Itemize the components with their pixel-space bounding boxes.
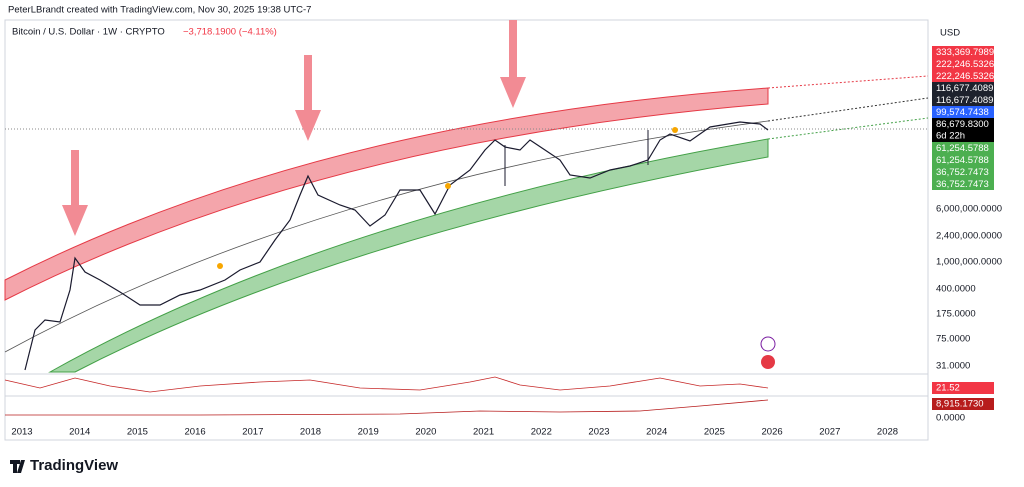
time-axis: 2013 2014 2015 2016 2017 2018 2019 2020 2021 2022… [11, 427, 898, 438]
price-label-bg [932, 58, 994, 70]
year-label: 2024 [646, 427, 667, 438]
year-label: 2015 [127, 427, 148, 438]
price-label: 116,677.4089 [936, 83, 993, 94]
price-label-bg [932, 82, 994, 94]
symbol-legend: Bitcoin / U.S. Dollar · 1W · CRYPTO [12, 27, 165, 38]
year-label: 2027 [819, 427, 840, 438]
mid-line [4, 120, 769, 353]
year-label: 2028 [877, 427, 898, 438]
price-label: 333,369.7989 [936, 47, 994, 58]
price-series [24, 121, 769, 371]
indicator-label-bg [932, 398, 994, 410]
price-label: 222,246.5326 [936, 71, 994, 82]
price-label-bg [932, 178, 994, 190]
indicator-line [4, 376, 769, 393]
indicator-label: 21.52 [936, 383, 960, 394]
price-label: 99,574.7438 [936, 107, 989, 118]
price-tick: 31.0000 [936, 361, 970, 372]
price-label-bg [932, 142, 994, 154]
price-label: 36,752.7473 [936, 179, 989, 190]
year-label: 2013 [11, 427, 32, 438]
price-label: 61,254.5788 [936, 143, 989, 154]
price-tick: 2,400,000.0000 [936, 231, 1002, 242]
year-label: 2021 [473, 427, 494, 438]
year-label: 2023 [588, 427, 609, 438]
price-label: 116,677.4089 [936, 95, 993, 106]
price-label-bg [932, 118, 994, 142]
year-label: 2016 [185, 427, 206, 438]
change-legend: −3,718.1900 (−4.11%) [183, 27, 277, 38]
year-label: 2025 [704, 427, 725, 438]
brand: TradingView [30, 457, 118, 474]
year-label: 2018 [300, 427, 321, 438]
price-label: 36,752.7473 [936, 167, 989, 178]
lower-band [48, 138, 769, 373]
indicator-line [5, 399, 769, 416]
arrow [62, 150, 88, 236]
price-label-bg [932, 106, 994, 118]
indicator-label: 0.0000 [936, 413, 965, 424]
mid-projection [767, 97, 929, 122]
halving-marker [672, 127, 678, 133]
price-tick: 6,000,000.0000 [936, 204, 1002, 215]
upper-projection [767, 75, 929, 89]
price-label: 222,246.5326 [936, 59, 994, 70]
year-label: 2026 [762, 427, 783, 438]
year-label: 2014 [69, 427, 90, 438]
halving-marker [217, 263, 223, 269]
icon [761, 355, 775, 369]
logo [10, 460, 25, 473]
price-tick: 175.0000 [936, 309, 976, 320]
upper-band [4, 87, 769, 301]
attribution: PeterLBrandt created with TradingView.co… [8, 5, 311, 16]
price-label: 86,679.8300 [936, 119, 989, 130]
price-label-bg [932, 154, 994, 166]
price-label-bg [932, 166, 994, 178]
price-tick: 400.0000 [936, 284, 976, 295]
indicator-label: 8,915.1730 [936, 399, 984, 410]
countdown: 6d 22h [936, 131, 965, 142]
currency: USD [940, 28, 960, 39]
arrow [500, 20, 526, 108]
year-label: 2019 [358, 427, 379, 438]
arrow [295, 55, 321, 141]
price-tick: 1,000,000.0000 [936, 257, 1002, 268]
price-label-bg [932, 94, 994, 106]
price-label-bg [932, 46, 994, 58]
year-label: 2020 [415, 427, 436, 438]
price-label-bg [932, 70, 994, 82]
year-label: 2017 [242, 427, 263, 438]
price-tick: 75.0000 [936, 334, 970, 345]
halving-marker [445, 183, 451, 189]
indicator-label-bg [932, 382, 994, 394]
icon [760, 336, 776, 352]
price-scale: USD 333,369.7989222,246.5326222,246.5326… [932, 28, 1002, 424]
year-label: 2022 [531, 427, 552, 438]
price-label: 61,254.5788 [936, 155, 989, 166]
